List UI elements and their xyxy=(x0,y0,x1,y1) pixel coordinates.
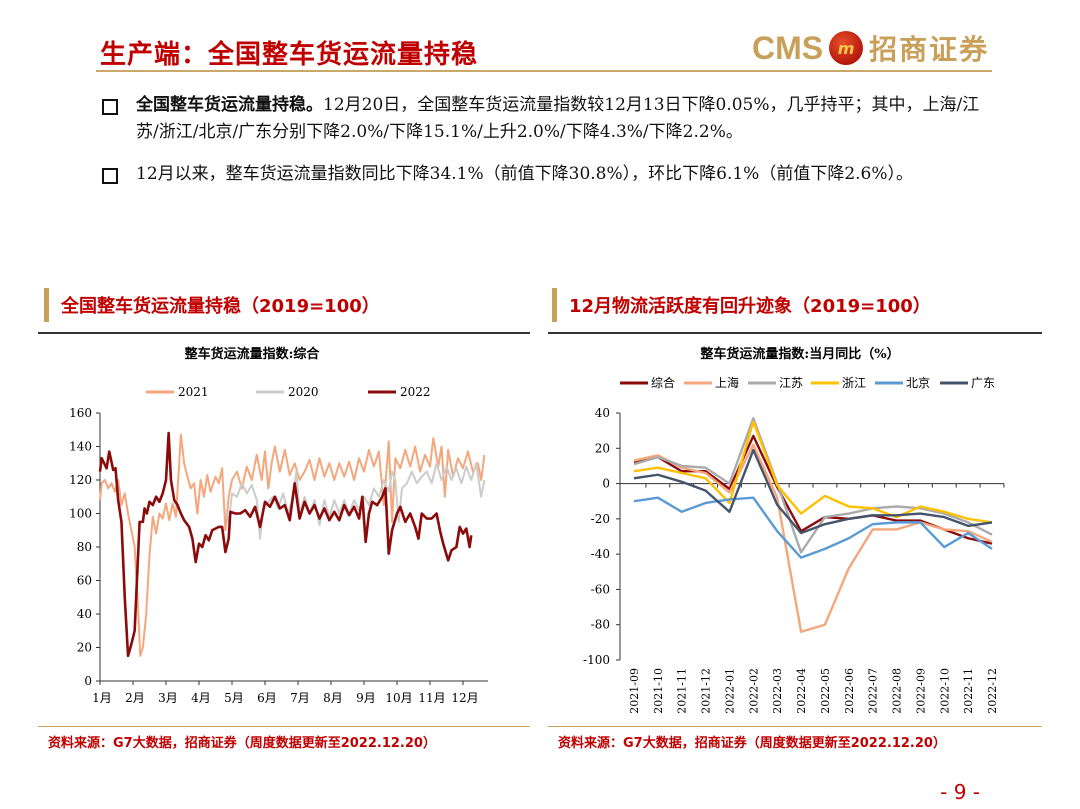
cms-logo: CMS m 招商证券 xyxy=(752,29,990,67)
x-tick-label: 11月 xyxy=(418,691,445,705)
x-tick-label: 2022-07 xyxy=(867,668,880,714)
legend-label: 浙江 xyxy=(842,376,866,390)
y-tick-label: 100 xyxy=(69,507,92,521)
bullet-list: 全国整车货运流量持稳。12月20日，全国整车货运流量指数较12月13日下降0.0… xyxy=(100,92,1000,203)
y-tick-label: 40 xyxy=(595,406,610,420)
y-tick-label: 0 xyxy=(84,674,92,688)
title-divider xyxy=(96,70,992,72)
x-tick-label: 2022-02 xyxy=(747,668,760,714)
x-tick-label: 6月 xyxy=(257,691,277,705)
series-line-浙江 xyxy=(633,420,993,524)
x-tick-label: 2022-05 xyxy=(819,668,832,714)
x-tick-label: 2022-08 xyxy=(891,668,904,714)
y-tick-label: 120 xyxy=(69,473,92,487)
x-tick-label: 9月 xyxy=(356,691,376,705)
x-tick-label: 2月 xyxy=(125,691,145,705)
y-tick-label: -80 xyxy=(591,618,610,632)
series-line-2022 xyxy=(98,431,473,658)
x-tick-label: 2022-06 xyxy=(843,668,856,714)
bullet-bold: 全国整车货运流量持稳。 xyxy=(136,95,323,115)
left-source: 资料来源：G7大数据，招商证券（周度数据更新至2022.12.20） xyxy=(48,736,436,751)
y-tick-label: 60 xyxy=(77,574,92,588)
legend-label: 江苏 xyxy=(779,376,803,390)
x-tick-label: 1月 xyxy=(92,691,112,705)
x-tick-label: 2022-04 xyxy=(795,668,808,714)
y-tick-label: 0 xyxy=(602,477,610,491)
x-tick-label: 2022-01 xyxy=(723,668,736,714)
y-tick-label: 20 xyxy=(77,641,92,655)
left-chart: 整车货运流量指数:综合 2021 2020 2022 0 20 40 60 80 100 120 14… xyxy=(69,346,488,705)
y-tick-label: -20 xyxy=(591,512,610,526)
bullet-item: 12月以来，整车货运流量指数同比下降34.1%（前值下降30.8%），环比下降6… xyxy=(100,161,1000,188)
right-divider xyxy=(548,332,1042,334)
x-tick-label: 8月 xyxy=(323,691,343,705)
y-tick-label: 20 xyxy=(595,441,610,455)
legend-label: 2020 xyxy=(288,385,319,399)
y-tick-label: -100 xyxy=(583,653,610,667)
right-source: 资料来源：G7大数据，招商证券（周度数据更新至2022.12.20） xyxy=(558,736,946,751)
y-tick-label: 160 xyxy=(69,406,92,420)
legend-label: 北京 xyxy=(906,376,930,390)
x-tick-label: 4月 xyxy=(191,691,211,705)
x-tick-label: 2022-11 xyxy=(962,668,975,714)
x-tick-label: 2021-11 xyxy=(676,668,689,714)
series-line-2021 xyxy=(99,433,486,657)
page-title: 生产端：全国整车货运流量持稳 xyxy=(100,40,479,70)
series-line-广东 xyxy=(633,448,993,535)
x-tick-label: 12月 xyxy=(451,691,478,705)
y-tick-label: -40 xyxy=(591,547,610,561)
chart-title: 整车货运流量指数:当月同比（%） xyxy=(699,346,899,362)
y-tick-label: 80 xyxy=(77,540,92,554)
legend-label: 上海 xyxy=(715,375,739,390)
right-section-header: 12月物流活跃度有回升迹象（2019=100） xyxy=(552,288,931,322)
x-tick-label: 2022-09 xyxy=(914,668,927,714)
logo-emblem-icon: m xyxy=(829,31,864,65)
series-line-江苏 xyxy=(633,417,993,554)
left-section-header: 全国整车货运流量持稳（2019=100） xyxy=(44,288,380,322)
x-tick-label: 7月 xyxy=(290,691,310,705)
square-bullet-icon xyxy=(102,99,118,115)
x-tick-label: 2021-12 xyxy=(700,668,713,714)
y-tick-label: -60 xyxy=(591,582,610,596)
bullet-text: 12月20日，全国整车货运流量指数较12月13日下降0.05%，几乎持平；其中，… xyxy=(136,95,980,142)
legend-label: 广东 xyxy=(971,376,995,390)
page-number: - 9 - xyxy=(940,780,980,804)
x-tick-label: 3月 xyxy=(158,691,178,705)
x-tick-label: 2022-03 xyxy=(771,668,784,714)
x-tick-label: 5月 xyxy=(224,691,244,705)
legend-label: 综合 xyxy=(651,375,675,390)
x-tick-label: 10月 xyxy=(385,691,412,705)
left-divider xyxy=(38,332,530,334)
series-line-上海 xyxy=(633,443,993,633)
legend-label: 2022 xyxy=(400,385,431,399)
bullet-text: 12月以来，整车货运流量指数同比下降34.1%（前值下降30.8%），环比下降6… xyxy=(136,164,914,184)
series-line-北京 xyxy=(633,496,993,559)
y-tick-label: 140 xyxy=(69,440,92,454)
x-tick-label: 2021-09 xyxy=(628,668,641,714)
x-tick-label: 2022-10 xyxy=(938,668,951,714)
chart-title: 整车货运流量指数:综合 xyxy=(184,346,321,362)
y-tick-label: 40 xyxy=(77,607,92,621)
x-tick-label: 2022-12 xyxy=(986,668,999,714)
x-tick-label: 2021-10 xyxy=(652,668,665,714)
square-bullet-icon xyxy=(102,168,118,184)
right-chart: 整车货运流量指数:当月同比（%） 综合 上海 江苏 浙江 北京 广东 40 20 0 -20 -40 -… xyxy=(583,346,1005,714)
legend-label: 2021 xyxy=(178,385,209,399)
bullet-item: 全国整车货运流量持稳。12月20日，全国整车货运流量指数较12月13日下降0.0… xyxy=(100,92,1000,146)
